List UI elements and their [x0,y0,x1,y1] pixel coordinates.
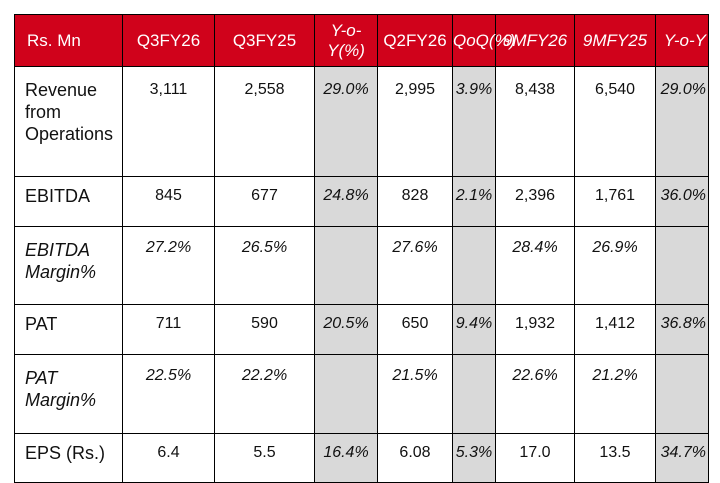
row-label: PAT Margin% [14,354,123,434]
header-row: Rs. Mn Q3FY26 Q3FY25 Y-o-Y(%) Q2FY26 QoQ… [14,14,709,67]
cell-q3-fy25: 677 [214,176,315,227]
table-row-pat: PAT 711 590 20.5% 650 9.4% 1,932 1,412 3… [14,304,709,355]
row-label: EBITDA [14,176,123,227]
cell-q3-fy25: 5.5 [214,433,315,483]
cell-qoq: 9.4% [452,304,496,355]
cell-q3-fy25: 2,558 [214,66,315,177]
cell-9m-fy26: 17.0 [495,433,575,483]
cell-q3-fy26: 3,111 [122,66,215,177]
table-row-eps: EPS (Rs.) 6.4 5.5 16.4% 6.08 5.3% 17.0 1… [14,433,709,483]
cell-9m-fy25: 13.5 [574,433,656,483]
cell-q2-fy26: 27.6% [377,226,453,305]
cell-yoy: 16.4% [314,433,378,483]
cell-q3-fy26: 711 [122,304,215,355]
cell-9m-fy26: 8,438 [495,66,575,177]
cell-yoy-9m: 36.0% [655,176,709,227]
cell-q2-fy26: 650 [377,304,453,355]
header-q3-fy26: Q3FY26 [122,14,215,67]
cell-9m-fy25: 21.2% [574,354,656,434]
cell-yoy [314,226,378,305]
cell-q3-fy26: 845 [122,176,215,227]
cell-yoy: 20.5% [314,304,378,355]
header-q2-fy26: Q2FY26 [377,14,453,67]
cell-q3-fy26: 27.2% [122,226,215,305]
cell-q2-fy26: 6.08 [377,433,453,483]
header-9m-fy25: 9MFY25 [574,14,656,67]
cell-yoy-9m [655,226,709,305]
cell-q3-fy26: 22.5% [122,354,215,434]
cell-qoq [452,354,496,434]
financial-results-table: Rs. Mn Q3FY26 Q3FY25 Y-o-Y(%) Q2FY26 QoQ… [14,14,709,483]
table-row-ebitda-margin: EBITDA Margin% 27.2% 26.5% 27.6% 28.4% 26… [14,226,709,305]
table-row-ebitda: EBITDA 845 677 24.8% 828 2.1% 2,396 1,76… [14,176,709,227]
cell-qoq [452,226,496,305]
table-row-pat-margin: PAT Margin% 22.5% 22.2% 21.5% 22.6% 21.2% [14,354,709,434]
cell-9m-fy26: 22.6% [495,354,575,434]
row-label: EBITDA Margin% [14,226,123,305]
row-label: Revenue from Operations [14,66,123,177]
header-yoy-9m: Y-o-Y [655,14,709,67]
header-rs-mn: Rs. Mn [14,14,123,67]
table-row-revenue: Revenue from Operations 3,111 2,558 29.0% … [14,66,709,177]
cell-yoy-9m [655,354,709,434]
cell-yoy: 29.0% [314,66,378,177]
cell-qoq: 3.9% [452,66,496,177]
row-label: PAT [14,304,123,355]
cell-9m-fy25: 1,761 [574,176,656,227]
header-yoy: Y-o-Y(%) [314,14,378,67]
cell-q3-fy25: 590 [214,304,315,355]
cell-9m-fy25: 6,540 [574,66,656,177]
cell-yoy: 24.8% [314,176,378,227]
cell-yoy-9m: 29.0% [655,66,709,177]
cell-9m-fy26: 2,396 [495,176,575,227]
cell-qoq: 2.1% [452,176,496,227]
cell-yoy [314,354,378,434]
row-label: EPS (Rs.) [14,433,123,483]
cell-q3-fy25: 22.2% [214,354,315,434]
cell-q2-fy26: 828 [377,176,453,227]
cell-9m-fy26: 1,932 [495,304,575,355]
cell-q2-fy26: 2,995 [377,66,453,177]
header-q3-fy25: Q3FY25 [214,14,315,67]
cell-qoq: 5.3% [452,433,496,483]
header-qoq: QoQ(%) [452,14,515,67]
cell-yoy-9m: 34.7% [655,433,709,483]
cell-9m-fy26: 28.4% [495,226,575,305]
cell-9m-fy25: 26.9% [574,226,656,305]
cell-yoy-9m: 36.8% [655,304,709,355]
cell-q3-fy26: 6.4 [122,433,215,483]
cell-q3-fy25: 26.5% [214,226,315,305]
cell-q2-fy26: 21.5% [377,354,453,434]
header-9m-fy26: 9MFY26 [495,14,575,67]
cell-9m-fy25: 1,412 [574,304,656,355]
